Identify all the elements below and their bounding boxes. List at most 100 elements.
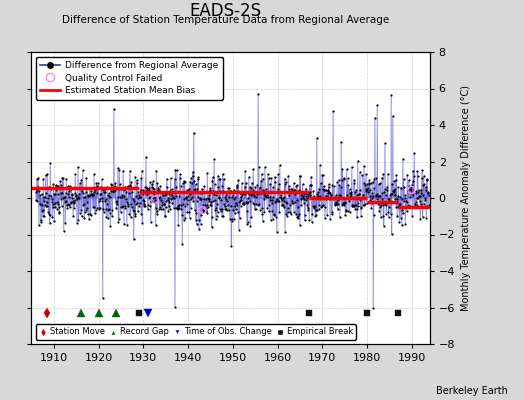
Point [226,216,234,222]
Point [170,176,179,183]
Point [232,182,241,188]
Point [210,180,219,187]
Point [171,167,180,174]
Point [150,191,159,197]
Point [193,176,202,182]
Point [298,181,307,187]
Point [110,106,118,112]
Point [277,192,286,199]
Point [78,187,86,194]
Point [408,213,417,219]
Point [325,189,334,195]
Point [84,193,93,199]
Point [250,201,259,207]
Point [103,184,111,190]
Point [400,184,408,190]
Point [414,189,422,196]
Point [154,187,162,193]
Point [125,190,133,196]
Point [117,204,126,210]
Point [297,196,305,202]
Point [146,193,154,200]
Point [129,236,138,243]
Point [32,186,41,193]
Point [298,190,306,196]
Point [304,207,313,214]
Point [212,215,220,222]
Point [336,214,344,220]
Point [420,173,428,180]
Point [353,205,362,212]
Point [158,190,166,196]
Point [185,178,194,185]
Point [381,192,390,198]
Point [152,208,161,214]
Point [377,202,385,208]
Point [249,192,258,199]
Point [93,205,101,212]
Point [209,188,217,194]
Point [266,194,274,200]
Point [169,195,177,201]
Point [297,192,305,198]
Point [131,174,139,180]
Point [210,191,218,197]
Point [187,175,195,181]
Point [425,203,433,210]
Point [271,174,279,180]
Point [379,223,388,229]
Point [143,184,151,191]
Point [334,176,343,183]
Point [347,188,355,195]
Point [101,186,109,192]
Point [46,212,54,218]
Point [37,219,45,226]
Point [378,196,387,202]
Point [147,197,155,204]
Point [137,186,145,193]
Point [236,197,244,204]
Point [47,193,56,199]
Point [276,195,285,201]
Point [402,204,410,210]
Point [188,168,196,175]
Point [59,195,67,202]
Point [70,205,79,212]
Point [344,208,352,214]
Point [227,218,236,224]
Point [199,208,208,215]
Point [359,180,368,186]
Point [130,211,139,217]
Point [183,208,191,215]
Point [97,176,106,183]
Point [391,196,400,202]
Point [366,197,374,203]
Point [264,194,272,200]
Point [260,164,269,170]
Point [399,210,407,216]
Point [133,176,141,183]
Point [151,196,159,203]
Point [73,219,81,226]
Point [215,176,223,182]
Point [155,195,163,201]
Point [414,194,423,201]
Point [290,187,299,193]
Point [230,196,238,202]
Point [421,184,430,190]
Point [119,168,127,174]
Point [123,199,132,206]
Point [403,172,411,178]
Point [329,108,337,114]
Point [187,204,195,211]
Point [195,196,204,202]
Point [71,171,80,177]
Point [214,173,222,180]
Point [337,202,346,208]
Point [330,194,338,201]
Point [238,200,247,206]
Point [390,178,398,184]
Point [179,180,187,186]
Point [215,194,224,200]
Point [142,183,150,190]
